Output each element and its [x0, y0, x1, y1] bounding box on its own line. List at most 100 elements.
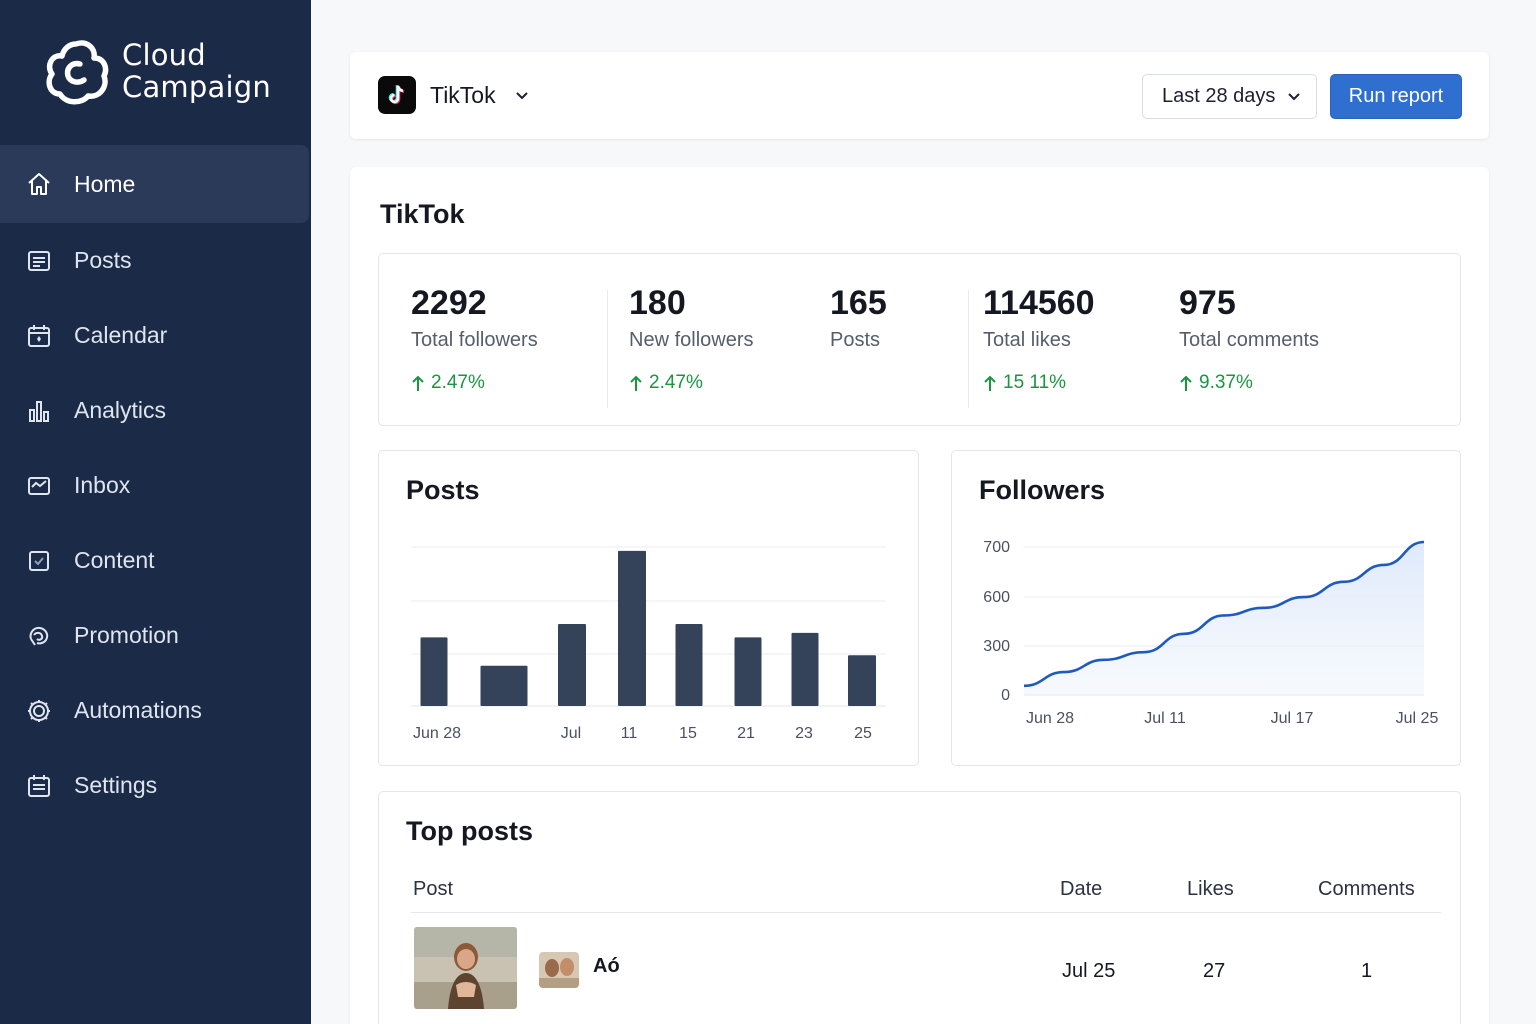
- posts-chart-title: Posts: [406, 475, 480, 505]
- posts-icon: [26, 248, 52, 274]
- sidebar-item-label: Posts: [74, 247, 132, 273]
- column-header-date[interactable]: Date: [1060, 878, 1103, 900]
- sidebar-item-label: Automations: [74, 697, 202, 723]
- home-icon: [26, 171, 52, 197]
- sidebar-item-label: Analytics: [74, 397, 167, 423]
- stat-change-value: 2.47%: [431, 372, 485, 393]
- brand-logo[interactable]: Cloud Campaign: [46, 36, 271, 106]
- date-range-select[interactable]: Last 28 days: [1142, 74, 1317, 119]
- y-tick-label: 300: [983, 638, 1010, 655]
- sidebar-item-inbox[interactable]: Inbox: [0, 448, 311, 523]
- column-header-post[interactable]: Post: [413, 878, 454, 900]
- post-title[interactable]: Aó: [593, 955, 620, 977]
- analytics-icon: [26, 398, 52, 424]
- promotion-icon: [26, 623, 52, 649]
- sidebar-item-content[interactable]: Content: [0, 523, 311, 598]
- sidebar-item-label: Calendar: [74, 322, 168, 348]
- calendar-icon: [26, 323, 52, 349]
- x-tick-label: 25: [854, 725, 872, 742]
- stat-total-comments: 975 Total comments 9.37%: [1179, 284, 1319, 394]
- post-date: Jul 25: [1062, 960, 1116, 982]
- sidebar-item-posts[interactable]: Posts: [0, 223, 311, 298]
- post-comments: 1: [1361, 960, 1373, 982]
- x-tick-label: Jun 28: [413, 725, 461, 742]
- stat-label: Total followers: [411, 329, 538, 351]
- column-header-comments[interactable]: Comments: [1318, 878, 1415, 900]
- sidebar-item-label: Settings: [74, 772, 158, 798]
- cloud-logo-icon: [46, 40, 109, 105]
- post-thumbnail[interactable]: [414, 927, 517, 1009]
- x-tick-label: Jul 25: [1396, 710, 1439, 727]
- sidebar-item-analytics[interactable]: Analytics: [0, 373, 311, 448]
- top-posts-title: Top posts: [406, 816, 533, 846]
- x-tick-label: Jul: [561, 725, 581, 742]
- arrow-up-icon: [630, 375, 642, 391]
- arrow-up-icon: [1180, 375, 1192, 391]
- followers-chart-panel: Followers 0 300 600 700 Jun 28 Jul 11 Jul 17 Ju…: [951, 450, 1461, 766]
- bar: [734, 637, 762, 706]
- x-tick-label: 23: [795, 725, 813, 742]
- x-tick-label: Jul 17: [1271, 710, 1314, 727]
- bar: [618, 550, 646, 706]
- sidebar-item-automations[interactable]: Automations: [0, 673, 311, 748]
- run-report-button[interactable]: Run report: [1330, 74, 1462, 119]
- sidebar-item-label: Home: [74, 170, 136, 197]
- sidebar: Cloud Campaign Home Posts Calendar: [0, 0, 311, 1024]
- stat-change-value: 2.47%: [649, 372, 703, 393]
- posts-bar-chart: Jun 28 Jul 11 15 21 23 25: [411, 546, 886, 742]
- stat-divider: [968, 290, 969, 408]
- sidebar-item-label: Inbox: [74, 472, 131, 498]
- followers-chart-title: Followers: [979, 475, 1106, 505]
- series-area: [1024, 542, 1424, 695]
- sidebar-item-promotion[interactable]: Promotion: [0, 598, 311, 673]
- x-tick-label: Jul 11: [1144, 710, 1186, 727]
- brand-name: Cloud Campaign: [122, 39, 271, 103]
- x-tick-label: 11: [621, 725, 638, 742]
- sidebar-item-label: Content: [74, 547, 155, 573]
- stat-posts: 165 Posts: [830, 284, 887, 352]
- sidebar-item-calendar[interactable]: Calendar: [0, 298, 311, 373]
- chevron-down-icon[interactable]: [514, 88, 530, 104]
- stat-total-likes: 114560 Total likes 15 11%: [983, 284, 1095, 394]
- followers-line-chart: 0 300 600 700 Jun 28 Jul 11 Jul 17 Jul 25: [983, 539, 1439, 727]
- bar: [675, 623, 703, 706]
- network-selector[interactable]: TikTok: [430, 82, 496, 108]
- stat-divider: [607, 290, 608, 408]
- arrow-up-icon: [984, 375, 996, 391]
- stat-label: Total likes: [983, 329, 1071, 351]
- sidebar-nav: Home Posts Calendar Analytics Inbox: [0, 145, 311, 823]
- stat-value: 975: [1179, 284, 1236, 322]
- stat-change: 15 11%: [983, 372, 1095, 394]
- chevron-down-icon: [1288, 93, 1300, 101]
- x-tick-label: Jun 28: [1026, 710, 1074, 727]
- stat-value: 165: [830, 284, 887, 322]
- sidebar-item-label: Promotion: [74, 622, 179, 648]
- page-title: TikTok: [380, 199, 465, 229]
- stat-change: 2.47%: [411, 372, 538, 394]
- stat-label: New followers: [629, 329, 754, 351]
- stat-value: 180: [629, 284, 686, 322]
- stat-label: Posts: [830, 329, 881, 351]
- tiktok-logo-icon: [378, 76, 416, 114]
- stat-new-followers: 180 New followers 2.47%: [629, 284, 753, 394]
- stat-change: 2.47%: [629, 372, 753, 394]
- settings-icon: [26, 773, 52, 799]
- y-tick-label: 0: [1001, 687, 1010, 704]
- sidebar-item-home[interactable]: Home: [0, 145, 309, 223]
- report-card: TikTok 2292 Total followers 2.47% 180 Ne…: [350, 167, 1489, 1024]
- content-icon: [26, 548, 52, 574]
- stat-change-value: 15 11%: [1003, 372, 1067, 393]
- stats-summary: 2292 Total followers 2.47% 180 New follo…: [378, 253, 1461, 426]
- bar: [420, 637, 448, 706]
- y-tick-label: 700: [983, 539, 1010, 556]
- stat-total-followers: 2292 Total followers 2.47%: [411, 284, 538, 394]
- report-toolbar: TikTok Last 28 days Run report: [350, 52, 1489, 139]
- brand-line-2: Campaign: [122, 70, 271, 104]
- arrow-up-icon: [412, 375, 424, 391]
- bar: [791, 632, 819, 706]
- sidebar-item-settings[interactable]: Settings: [0, 748, 311, 823]
- column-header-likes[interactable]: Likes: [1187, 878, 1234, 900]
- x-tick-label: 15: [679, 725, 697, 742]
- series-line: [1023, 540, 1425, 688]
- bar: [558, 623, 586, 706]
